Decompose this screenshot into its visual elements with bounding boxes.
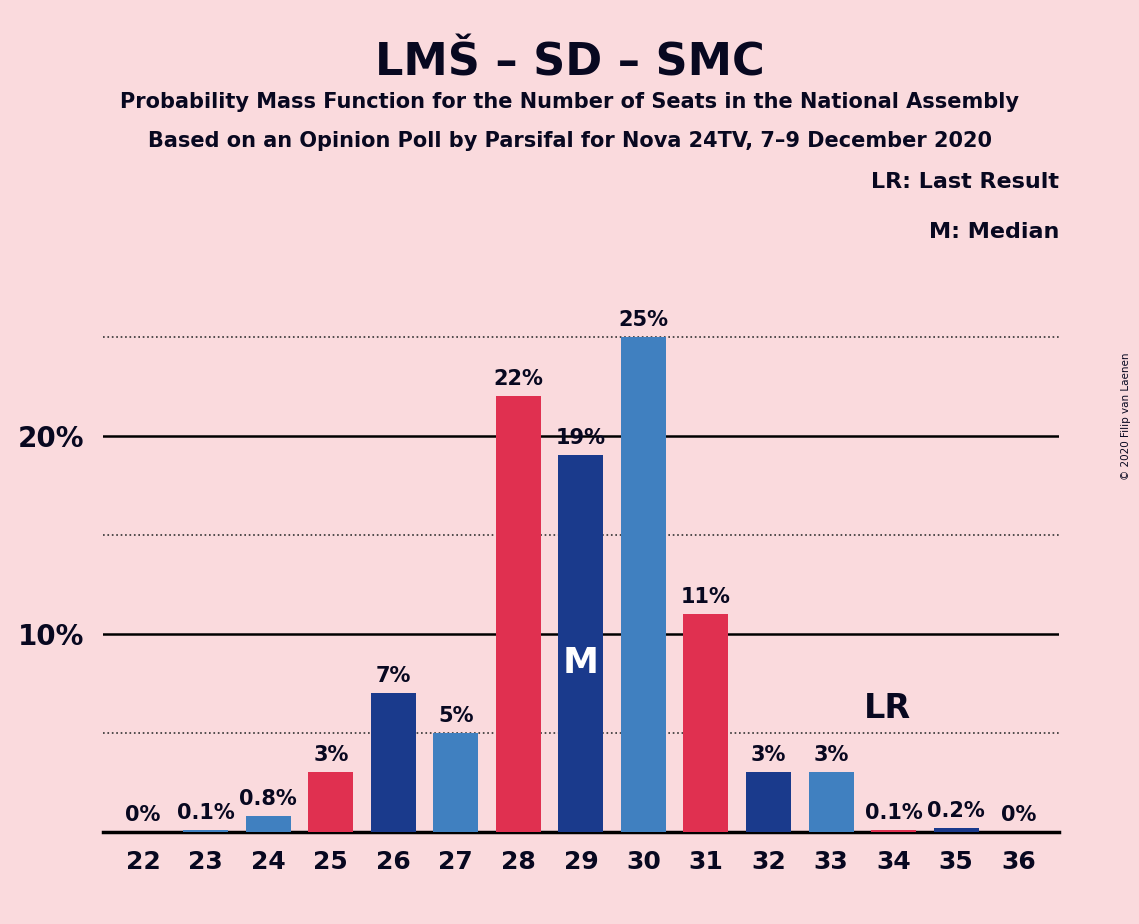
Bar	[809, 772, 853, 832]
Text: 19%: 19%	[556, 429, 606, 448]
Bar	[309, 772, 353, 832]
Text: 0%: 0%	[125, 805, 161, 824]
Text: © 2020 Filip van Laenen: © 2020 Filip van Laenen	[1121, 352, 1131, 480]
Text: 22%: 22%	[493, 369, 543, 389]
Bar	[934, 828, 978, 832]
Text: 7%: 7%	[376, 666, 411, 686]
Text: 0.8%: 0.8%	[239, 789, 297, 808]
Text: 3%: 3%	[813, 746, 849, 765]
Text: 0.2%: 0.2%	[927, 801, 985, 821]
Bar	[371, 693, 416, 832]
Text: 5%: 5%	[439, 706, 474, 725]
Bar	[246, 816, 290, 832]
Text: 0.1%: 0.1%	[865, 803, 923, 822]
Bar	[433, 733, 478, 832]
Text: M: Median: M: Median	[929, 222, 1059, 242]
Text: LR: Last Result: LR: Last Result	[871, 172, 1059, 192]
Text: Based on an Opinion Poll by Parsifal for Nova 24TV, 7–9 December 2020: Based on an Opinion Poll by Parsifal for…	[147, 131, 992, 152]
Text: 3%: 3%	[751, 746, 786, 765]
Text: 11%: 11%	[681, 587, 731, 607]
Text: 0%: 0%	[1001, 805, 1036, 824]
Bar	[495, 396, 541, 832]
Text: 25%: 25%	[618, 310, 669, 330]
Bar	[871, 830, 916, 832]
Text: LMŠ – SD – SMC: LMŠ – SD – SMC	[375, 42, 764, 85]
Text: M: M	[563, 646, 599, 680]
Bar	[621, 336, 666, 832]
Text: 3%: 3%	[313, 746, 349, 765]
Bar	[683, 614, 729, 832]
Text: 0.1%: 0.1%	[177, 803, 235, 822]
Text: Probability Mass Function for the Number of Seats in the National Assembly: Probability Mass Function for the Number…	[120, 92, 1019, 113]
Text: LR: LR	[863, 692, 911, 725]
Bar	[558, 456, 604, 832]
Bar	[746, 772, 790, 832]
Bar	[183, 830, 228, 832]
